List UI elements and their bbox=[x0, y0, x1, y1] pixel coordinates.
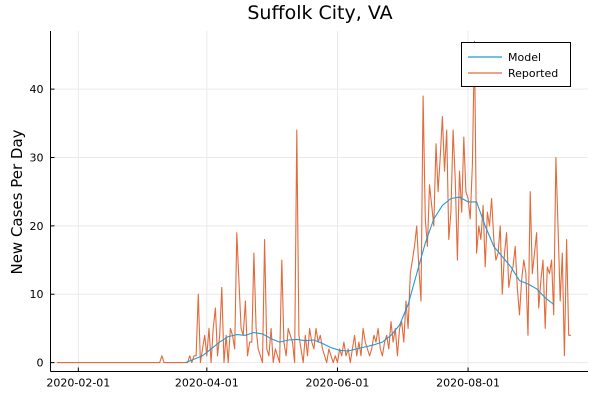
y-tick-label: 10 bbox=[30, 288, 44, 301]
y-gridlines bbox=[50, 88, 588, 364]
y-tick-label: 30 bbox=[30, 151, 44, 164]
x-tick-label: 2020-02-01 bbox=[46, 377, 110, 390]
x-tick-label: 2020-08-01 bbox=[436, 377, 500, 390]
series-layer bbox=[56, 40, 571, 364]
x-ticks: 2020-02-01 2020-04-01 2020-06-01 2020-08-01 bbox=[46, 367, 500, 390]
chart-title: Suffolk City, VA bbox=[247, 2, 392, 24]
legend-label-reported: Reported bbox=[508, 67, 558, 80]
y-ticks: 0 10 20 30 40 bbox=[30, 83, 55, 370]
legend-label-model: Model bbox=[508, 51, 541, 64]
legend: Model Reported bbox=[461, 42, 571, 87]
x-tick-label: 2020-04-01 bbox=[175, 377, 239, 390]
series-line-model bbox=[185, 196, 555, 364]
x-tick-label: 2020-06-01 bbox=[305, 377, 369, 390]
y-axis-label: New Cases Per Day bbox=[8, 129, 26, 274]
y-tick-label: 20 bbox=[30, 220, 44, 233]
y-tick-label: 40 bbox=[30, 83, 44, 96]
series-line-reported bbox=[56, 40, 571, 364]
legend-box bbox=[461, 42, 571, 87]
y-tick-label: 0 bbox=[37, 357, 44, 370]
